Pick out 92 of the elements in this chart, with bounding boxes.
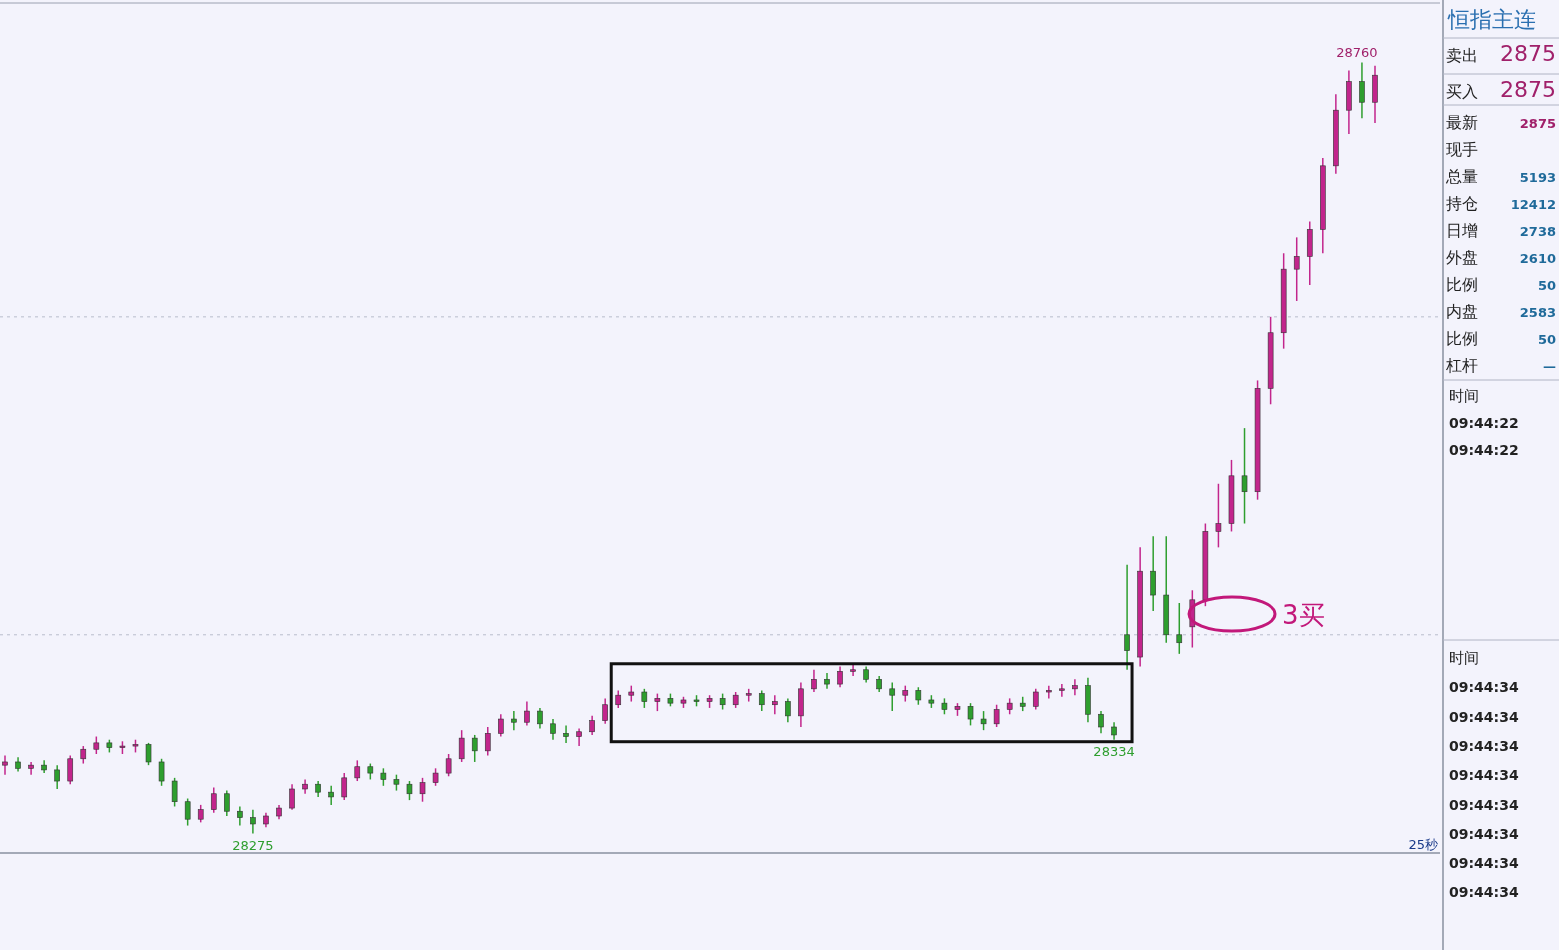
candlestick [484,726,491,757]
text: 时间 [1449,387,1479,405]
candlestick [511,710,517,731]
candlestick [237,805,243,827]
candlestick [210,786,217,814]
annotation: 28760 [1336,44,1378,60]
text: — [1543,359,1556,374]
candlestick [1032,688,1039,711]
candlestick [250,808,256,835]
category-label: 外盘 [1446,248,1478,267]
candlestick [328,785,334,806]
candlestick [445,753,452,778]
text: 时间 [1449,649,1479,667]
candlestick [758,689,765,712]
candlestick [785,697,791,723]
text: 5193 [1519,170,1556,185]
candlestick [980,710,987,731]
candlestick [1059,683,1065,698]
text: 50 [1537,332,1556,347]
text: 12412 [1510,197,1556,212]
candlestick [1098,710,1104,735]
candlestick [1176,602,1183,655]
text: 50 [1537,278,1556,293]
candlestick [602,697,608,725]
candlestick [1293,236,1300,302]
candlestick [1150,535,1156,612]
annotation: 3买 [1282,600,1325,630]
candlestick [184,797,191,827]
text: 09:44:34 [1449,855,1519,872]
candlestick [967,702,974,727]
candlestick [354,759,361,782]
category-label: 比例 [1446,275,1478,294]
category-label: 买入 [1446,82,1478,101]
text: 09:44:22 [1449,442,1519,458]
candlestick [1072,678,1078,696]
candlestick [524,700,530,727]
candlestick [1124,564,1130,671]
category-label: 现手 [1446,140,1478,159]
candlestick [171,777,178,808]
candlestick [1046,684,1052,700]
category-label: 比例 [1446,329,1478,348]
candlestick [889,681,896,712]
text: 2875 [1519,116,1556,131]
text: 09:44:34 [1449,796,1519,813]
candlestick [563,724,569,744]
candlestick [550,718,556,741]
text: 09:44:34 [1449,737,1519,754]
text: 09:44:22 [1449,415,1519,431]
candlestick [993,703,1000,728]
candlestick [54,764,60,790]
candlestick [341,772,348,801]
candlestick [471,734,478,763]
candlestick [837,665,843,688]
category-label: 杠杆 [1445,356,1478,375]
candlestick [589,715,595,736]
candlestick [224,789,230,817]
candlestick [289,783,295,811]
category-label: 总量 [1445,167,1478,186]
text: 2875 [1500,77,1556,102]
candlestick [537,707,543,730]
category-label: 最新 [1446,113,1478,132]
candlestick [811,669,817,693]
text: 25秒 [1408,837,1438,852]
candlestick [2,754,8,776]
text: 2875 [1500,41,1556,66]
text: 2610 [1519,251,1556,266]
candlestick [1215,483,1222,549]
text: 09:44:34 [1449,679,1519,696]
annotation: 28334 [1093,743,1135,759]
category-label: 日增 [1446,221,1478,240]
candlestick [158,758,165,787]
text: 恒指主连 [1447,7,1536,32]
candlestick [406,780,413,801]
candlestick [772,694,778,716]
text: 09:44:34 [1449,767,1519,784]
text: 09:44:34 [1449,825,1519,842]
text: 2738 [1519,224,1556,239]
text: 09:44:34 [1449,884,1519,901]
candlestick [458,729,465,763]
candlestick [419,777,426,803]
candlestick [145,742,152,766]
category-label: 持仓 [1446,194,1478,213]
category-label: 卖出 [1446,46,1478,65]
candlestick [1241,427,1248,525]
annotation: 28275 [232,837,274,853]
candlestick [1359,61,1365,119]
candlestick [641,688,648,709]
candlestick [67,754,74,785]
candlestick [498,713,504,738]
text: 09:44:34 [1449,708,1519,725]
text: 2583 [1519,305,1556,320]
category-label: 内盘 [1446,302,1478,321]
